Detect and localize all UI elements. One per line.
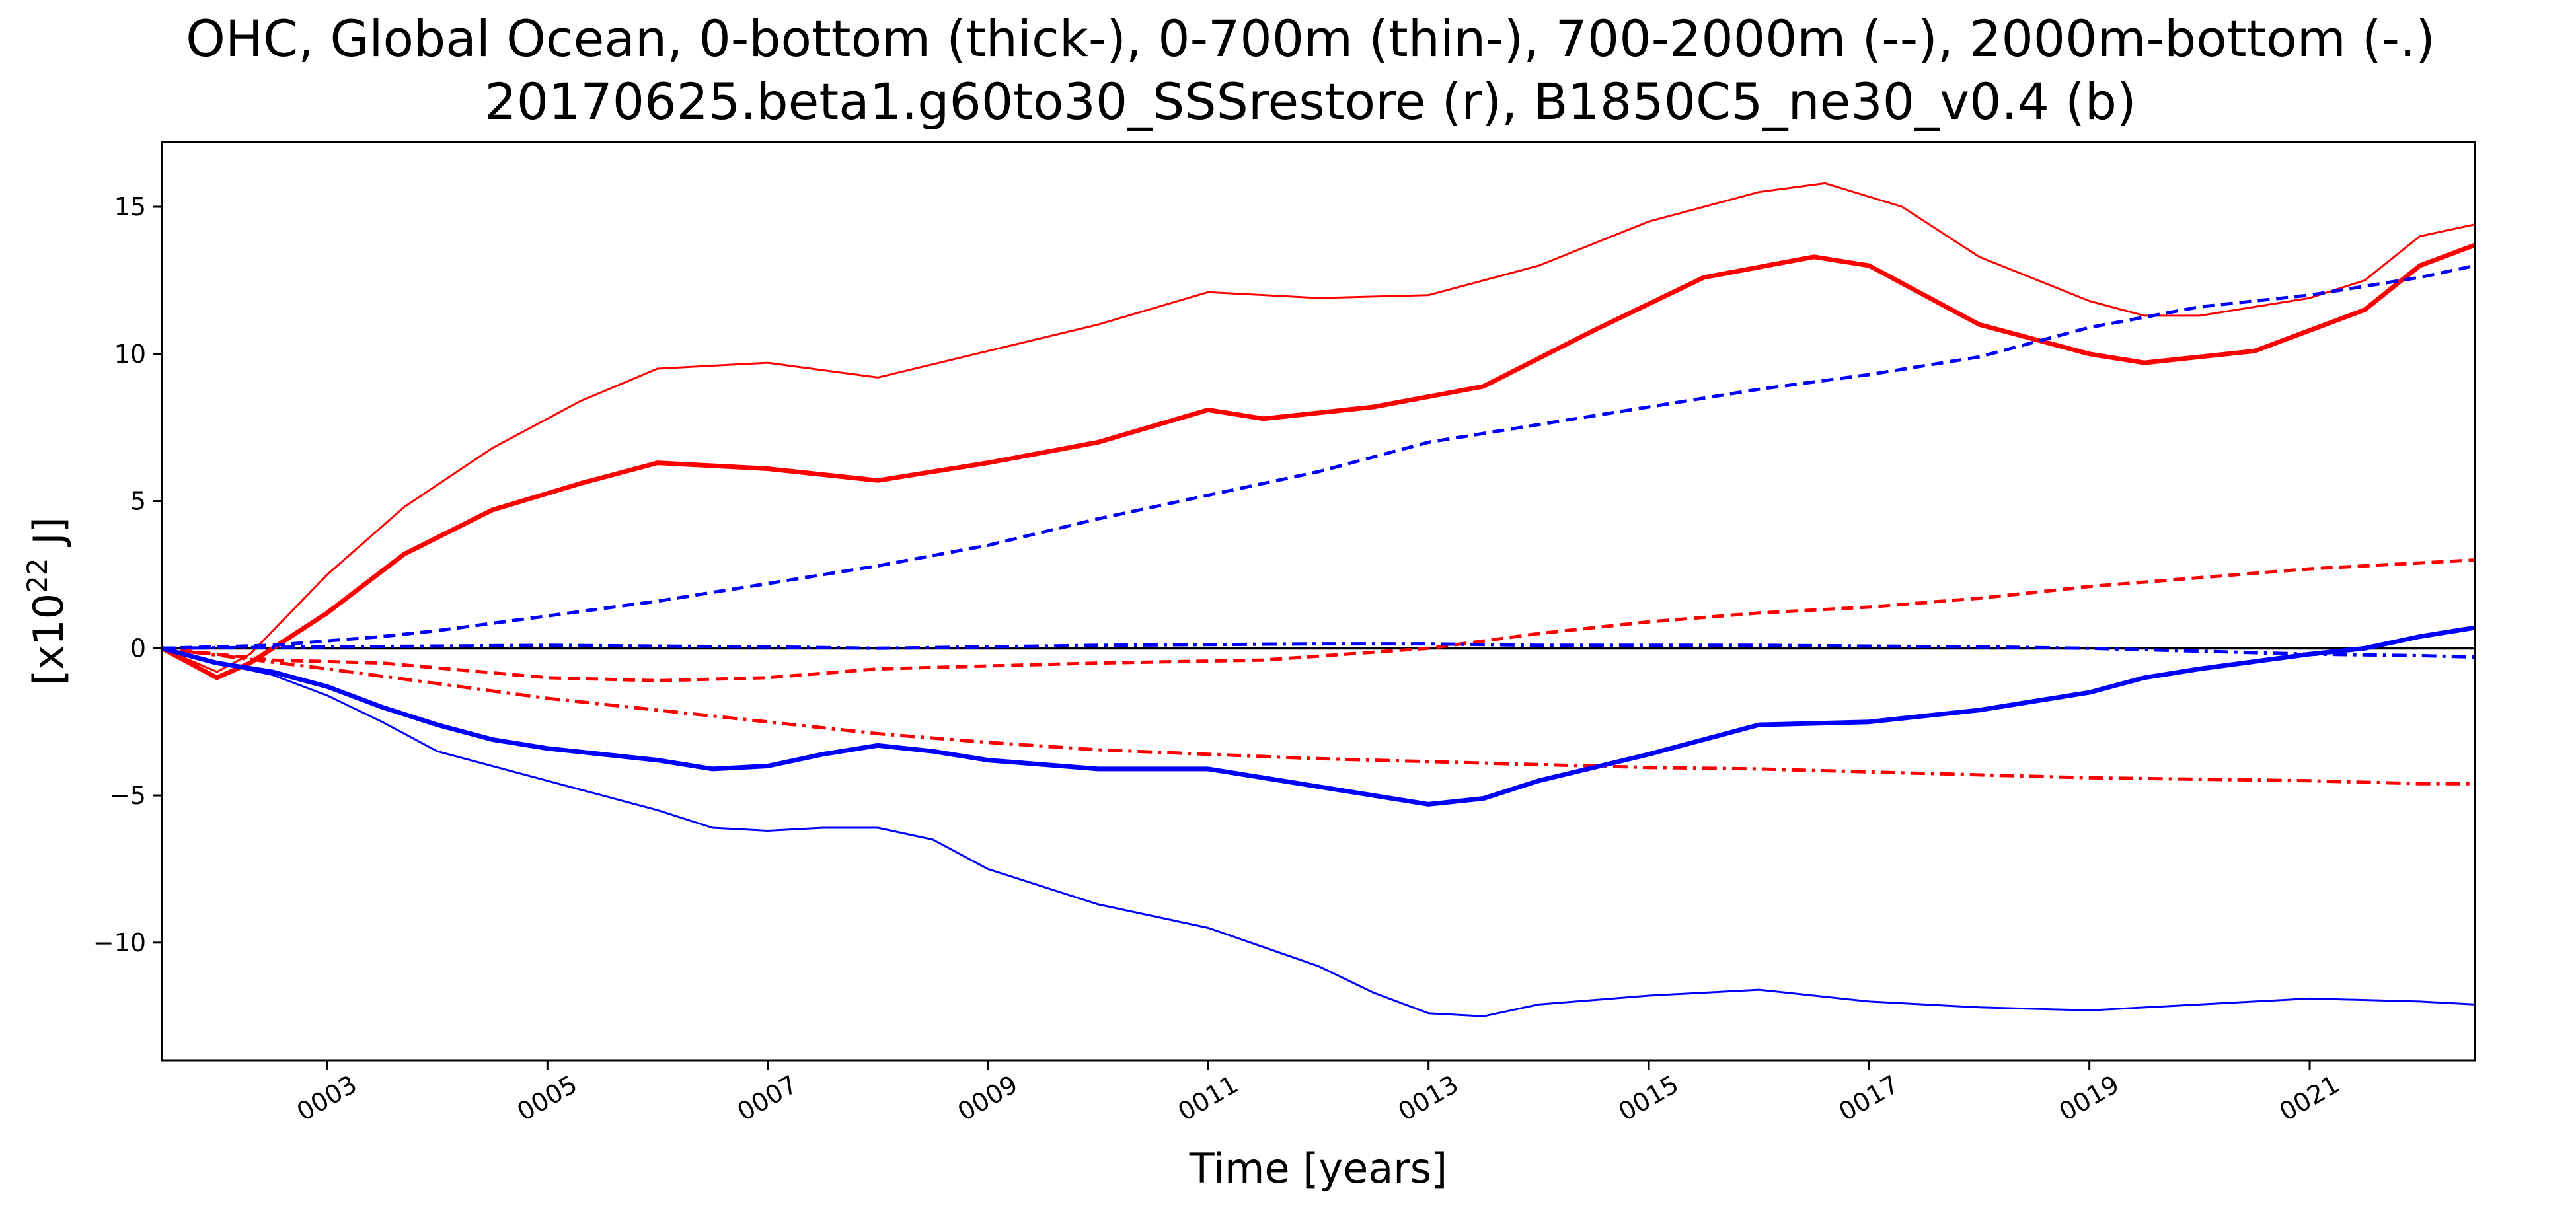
chart-subtitle: 20170625.beta1.g60to30_SSSrestore (r), B… — [484, 72, 2136, 131]
series-line-r-0-bottom — [162, 242, 2475, 680]
y-tick-label: −5 — [109, 781, 146, 810]
plot-frame — [161, 141, 2476, 1062]
y-ticks-group: 15 10 5 0 −5 −10 — [93, 192, 162, 957]
y-tick-label: 15 — [114, 192, 146, 221]
x-axis-label: Time [years] — [1189, 1144, 1447, 1192]
series-line-b-2000m-bottom — [162, 642, 2475, 659]
y-axis-label-prefix: [x10 — [24, 593, 73, 686]
y-tick-label: −10 — [93, 928, 146, 957]
series-line-r-700-2000m — [162, 558, 2475, 682]
y-tick-label: 5 — [130, 487, 146, 516]
y-tick-label: 10 — [114, 340, 146, 369]
series-line-b-0-bottom — [162, 625, 2475, 807]
series-line-b-700-2000m — [162, 264, 2475, 650]
y-axis-label-suffix: J] — [24, 517, 73, 558]
y-axis-label: [x1022 J] — [21, 517, 73, 685]
chart-title: OHC, Global Ocean, 0-bottom (thick-), 0-… — [186, 9, 2435, 68]
series-line-b-0-700m — [162, 647, 2475, 1017]
y-tick-label: 0 — [130, 634, 146, 663]
series-group — [162, 182, 2475, 1017]
y-axis-label-exponent: 22 — [21, 558, 54, 593]
series-line-r-0-700m — [162, 182, 2475, 673]
